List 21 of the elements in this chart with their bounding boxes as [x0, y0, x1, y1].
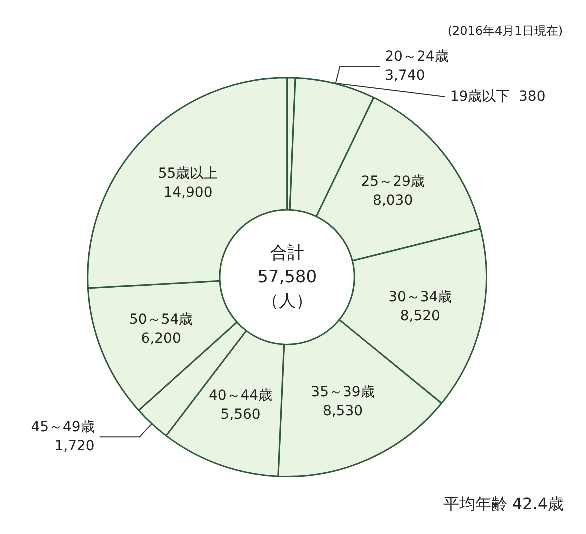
data-label: 3,740 — [385, 68, 426, 84]
slice-label: 30～34歳 — [388, 290, 452, 306]
slice-label: 25～29歳 — [361, 174, 425, 190]
data-label: 14,900 — [164, 185, 213, 202]
slice-label: 50～54歳 — [130, 312, 194, 328]
data-label: 8,030 — [373, 192, 414, 209]
text: 平均年齢 42.4歳 — [443, 494, 564, 514]
data-label: 8,530 — [322, 403, 364, 420]
slice-label: 40～44歳 — [208, 388, 273, 404]
data-label: 380 — [519, 88, 546, 105]
slice-label: 19歳以下 — [450, 88, 520, 105]
chart-subtitle: (2016年4月1日現在) — [448, 24, 563, 38]
slice-label: 35～39歳 — [311, 384, 375, 400]
slice-label: 20～24歳 — [385, 48, 449, 65]
text: 合計 57,580 （人） — [258, 243, 318, 312]
data-label: 1,720 — [54, 438, 95, 455]
slice-label: 45～49歳 — [31, 420, 95, 436]
data-label: 5,560 — [220, 407, 261, 424]
data-label: 6,200 — [141, 331, 182, 348]
data-label: 8,520 — [400, 308, 440, 325]
slice-label: 55歳以上 — [158, 166, 218, 182]
